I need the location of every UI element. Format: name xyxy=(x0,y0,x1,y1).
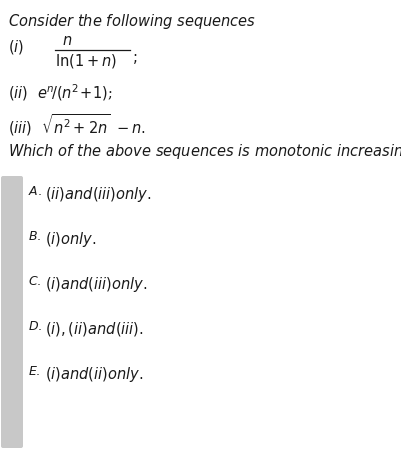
Text: $\mathit{(iii)}\ \ \sqrt{n^{2}+2n}\ -n.$: $\mathit{(iii)}\ \ \sqrt{n^{2}+2n}\ -n.$ xyxy=(8,112,145,138)
Text: $\mathit{D.}$: $\mathit{D.}$ xyxy=(28,320,42,333)
Text: $\it{Consider\ the\ following\ sequences}$: $\it{Consider\ the\ following\ sequences… xyxy=(8,12,255,31)
Text: $\mathit{B.}$: $\mathit{B.}$ xyxy=(28,230,41,243)
Text: $\mathit{C.}$: $\mathit{C.}$ xyxy=(28,275,41,288)
Text: $\mathit{n}$: $\mathit{n}$ xyxy=(62,34,72,48)
Text: $\mathit{(i) and (iii) only.}$: $\mathit{(i) and (iii) only.}$ xyxy=(45,275,147,294)
Text: $\mathit{(i) only.}$: $\mathit{(i) only.}$ xyxy=(45,230,96,249)
Text: $\mathit{Which\ of\ the\ above\ sequences\ is\ monotonic\ increasing?}$: $\mathit{Which\ of\ the\ above\ sequence… xyxy=(8,142,401,161)
Text: $\mathit{(ii) and (iii) only.}$: $\mathit{(ii) and (iii) only.}$ xyxy=(45,185,151,204)
Text: $\mathit{(i) and (ii) only.}$: $\mathit{(i) and (ii) only.}$ xyxy=(45,365,143,384)
Text: $;$: $;$ xyxy=(132,52,137,66)
Text: $\mathit{A.}$: $\mathit{A.}$ xyxy=(28,185,42,198)
Text: $\mathit{(i)}$: $\mathit{(i)}$ xyxy=(8,38,24,56)
Text: $\mathit{(i),  (ii) and (iii).}$: $\mathit{(i), (ii) and (iii).}$ xyxy=(45,320,144,338)
Text: $\mathit{E.}$: $\mathit{E.}$ xyxy=(28,365,41,378)
Text: $\mathit{(ii)}\ \ e^{\mathit{n}}\!/\mathit{(n^{2}\!+\!1)}$;: $\mathit{(ii)}\ \ e^{\mathit{n}}\!/\math… xyxy=(8,82,112,103)
FancyBboxPatch shape xyxy=(1,176,23,448)
Text: $\mathrm{ln}(1+n)$: $\mathrm{ln}(1+n)$ xyxy=(55,52,117,70)
